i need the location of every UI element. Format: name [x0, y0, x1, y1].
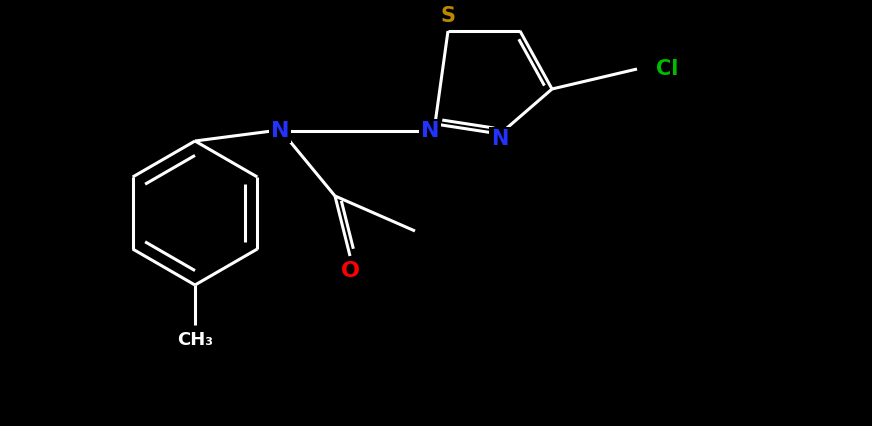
Text: CH₃: CH₃	[177, 331, 213, 349]
Text: Cl: Cl	[656, 59, 678, 79]
Text: N: N	[491, 129, 508, 149]
Text: N: N	[421, 121, 439, 141]
Text: S: S	[440, 6, 455, 26]
Text: N: N	[270, 121, 290, 141]
Text: O: O	[340, 261, 359, 281]
